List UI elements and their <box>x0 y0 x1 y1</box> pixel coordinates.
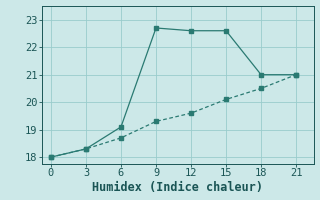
X-axis label: Humidex (Indice chaleur): Humidex (Indice chaleur) <box>92 181 263 194</box>
